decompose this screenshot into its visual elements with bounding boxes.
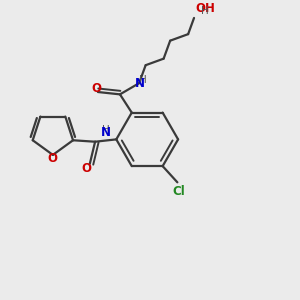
Text: O: O [92,82,101,95]
Text: O: O [82,162,92,175]
Text: H: H [102,125,110,135]
Text: Cl: Cl [172,185,185,198]
Text: OH: OH [196,2,215,15]
Text: N: N [101,126,111,140]
Text: H: H [139,75,146,85]
Text: O: O [48,152,58,165]
Text: H: H [201,7,209,16]
Text: N: N [135,77,145,90]
